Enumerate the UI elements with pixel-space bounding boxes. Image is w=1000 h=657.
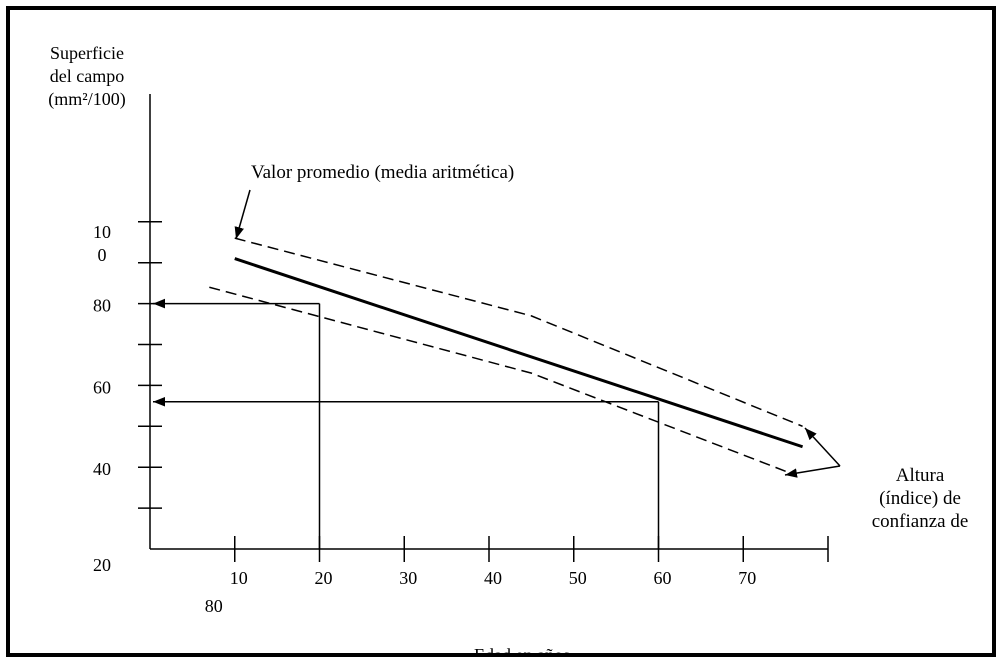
confidence-arrow-upper <box>804 427 841 467</box>
x-tick-label: 50 <box>569 568 587 588</box>
y-tick-label: 40 <box>93 459 111 479</box>
x-tick-label: 30 <box>399 568 417 588</box>
y-tick-label: 60 <box>93 377 111 397</box>
x-tick-label: 20 <box>315 568 333 588</box>
y-tick-label: 10 <box>93 222 111 242</box>
x-tick-label: 10 <box>230 568 248 588</box>
confidence-annotation-line-3: confianza de <box>872 511 969 532</box>
chart-frame: 10 20 30 40 50 60 70 80 20 40 60 80 10 0 Superficie d… <box>6 6 996 657</box>
confidence-annotation-line-1: Altura <box>896 465 945 486</box>
mean-annotation-arrow <box>234 189 251 240</box>
x-tick-label: 40 <box>484 568 502 588</box>
y-tick-label: 20 <box>93 555 111 575</box>
x-tick-label: 70 <box>738 568 756 588</box>
y-axis-label-line-1: Superficie <box>50 43 124 63</box>
y-tick-label: 0 <box>98 245 107 265</box>
y-tick-label: 80 <box>93 296 111 316</box>
confidence-band-line-1 <box>234 237 803 427</box>
confidence-band-line-2 <box>209 286 786 472</box>
confidence-annotation-line-2: (índice) de <box>879 488 961 509</box>
mean-line <box>234 257 804 449</box>
x-tick-label: 60 <box>654 568 672 588</box>
mean-annotation-label: Valor promedio (media aritmética) <box>251 162 514 183</box>
y-axis-label-line-2: del campo <box>50 66 124 86</box>
x-extra-label: 80 <box>205 596 223 616</box>
confidence-arrow-lower <box>784 465 841 478</box>
x-axis-label: Edad en años <box>474 645 570 653</box>
y-axis-label-line-3: (mm²/100) <box>48 89 125 110</box>
